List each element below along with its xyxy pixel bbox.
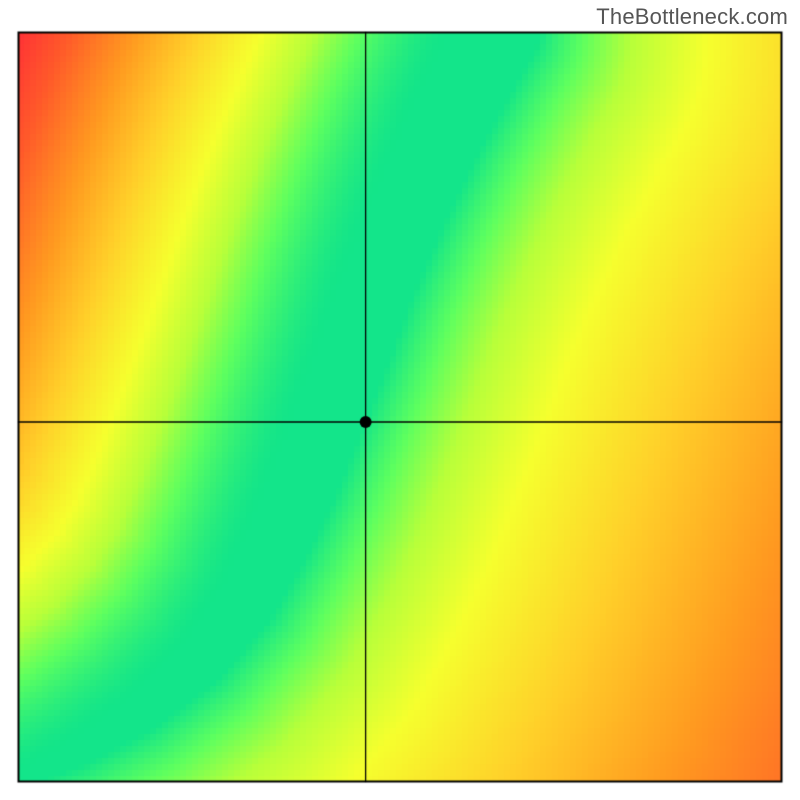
watermark-label: TheBottleneck.com [596, 4, 788, 30]
overlay-canvas [0, 0, 800, 800]
